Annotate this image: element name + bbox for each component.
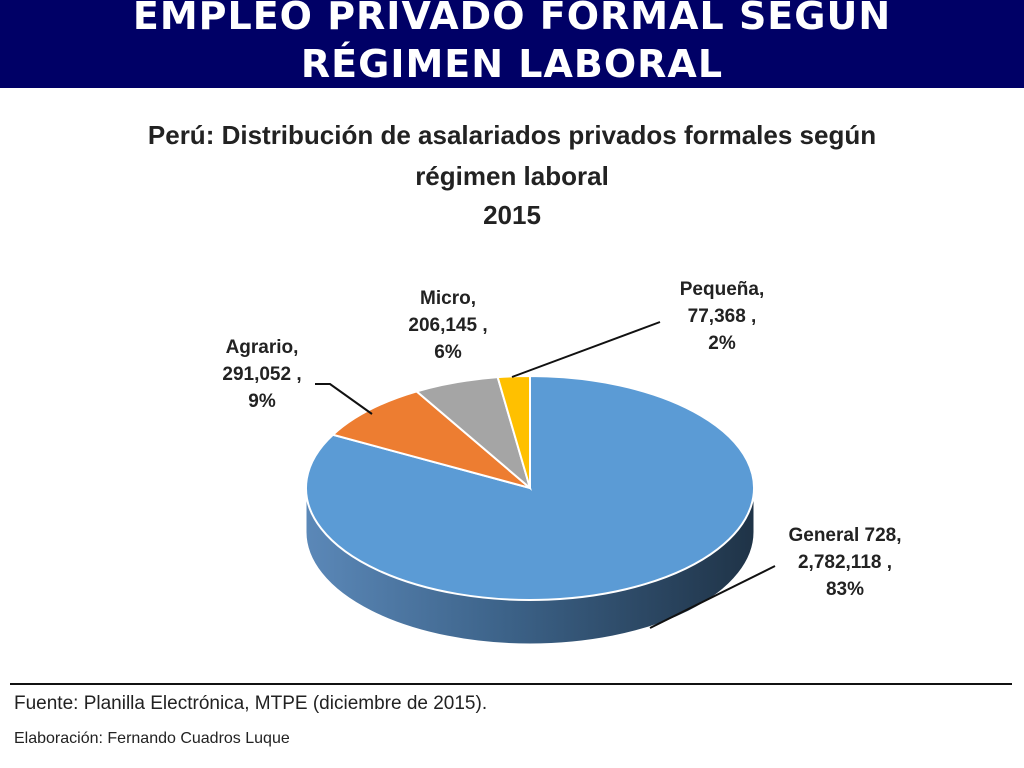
source-note: Fuente: Planilla Electrónica, MTPE (dici… xyxy=(14,693,488,714)
leader-line-general-728 xyxy=(649,565,776,629)
credit-note: Elaboración: Fernando Cuadros Luque xyxy=(14,730,290,747)
chart-subtitle: 2015 xyxy=(483,200,541,230)
leader-line-agrario xyxy=(315,383,373,415)
data-label-pequena: Pequeña, 77,368 , 2% xyxy=(680,279,764,354)
header-title-line2: RÉGIMEN LABORAL xyxy=(300,42,724,86)
leader-line-pequena xyxy=(511,321,661,378)
data-label-general-728: General 728, 2,782,118 , 83% xyxy=(788,525,901,600)
chart-title-line2: régimen laboral xyxy=(415,161,609,191)
chart-title-line1: Perú: Distribución de asalariados privad… xyxy=(147,120,877,150)
header-title-line1: EMPLEO PRIVADO FORMAL SEGÚN xyxy=(132,0,892,38)
footer-divider xyxy=(10,683,1012,685)
header-banner: EMPLEO PRIVADO FORMAL SEGÚN RÉGIMEN LABO… xyxy=(0,0,1024,88)
data-label-micro: Micro, 206,145 , 6% xyxy=(408,288,487,363)
pie-slice-agrario xyxy=(330,390,531,489)
data-label-agrario: Agrario, 291,052 , 9% xyxy=(222,337,301,412)
pie-slice-general-728 xyxy=(305,374,755,601)
